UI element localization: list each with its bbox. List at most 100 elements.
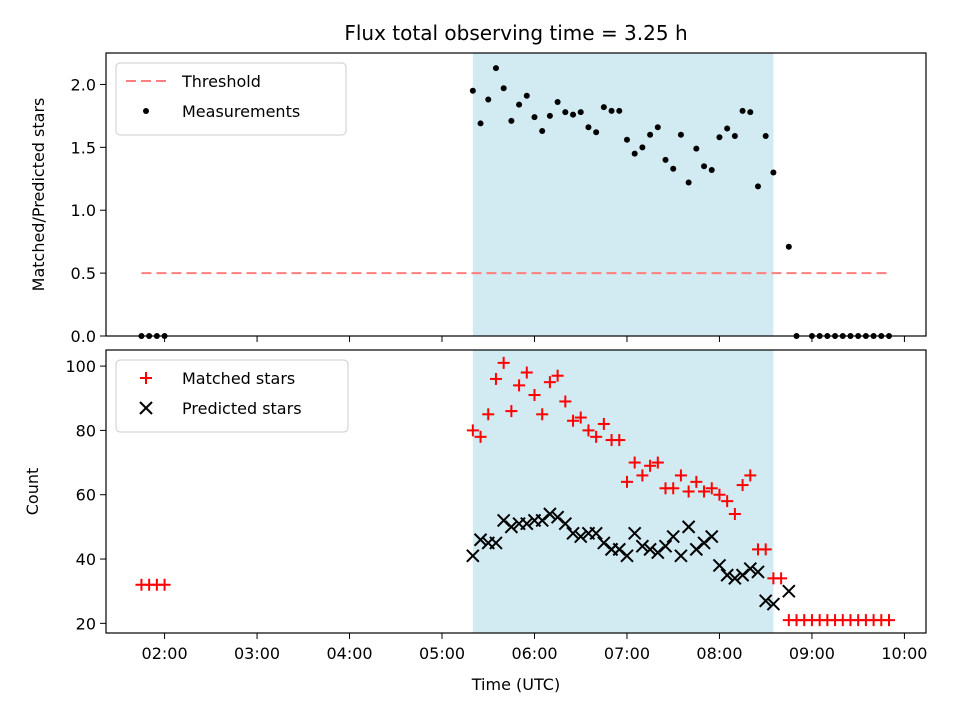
predicted-star-point (620, 549, 634, 563)
measurement-point (647, 131, 654, 138)
matched-star-point (505, 405, 518, 418)
predicted-star-point (635, 539, 650, 553)
matched-star-point (883, 614, 896, 627)
measurement-point (701, 163, 708, 170)
measurement-point (585, 124, 592, 131)
matched-star-point (489, 372, 502, 385)
matched-star-point (582, 424, 595, 437)
measurement-point (662, 156, 669, 163)
predicted-star-point (658, 539, 673, 553)
legend-label: Predicted stars (182, 399, 302, 418)
measurement-point (539, 127, 546, 134)
legend: Threshold Measurements (115, 62, 347, 136)
predicted-star-point (705, 529, 719, 544)
bottom-panel: 20 40 60 80 100 02:00 03:00 04:00 05:00 06:00 07:0… (23, 349, 927, 694)
measurement-point (708, 166, 715, 173)
measurement-point (770, 169, 777, 176)
y-tick-label: 2.0 (71, 75, 96, 94)
series-predicted-stars (466, 507, 796, 611)
matched-star-point (651, 456, 664, 469)
matched-star-point (482, 408, 495, 421)
observing-interval-shade (472, 53, 774, 336)
measurement-point (677, 131, 684, 138)
measurement-point (639, 144, 646, 151)
y-tick-label: 80 (76, 421, 96, 440)
matched-star-point (775, 572, 788, 585)
matched-star-point (466, 424, 479, 437)
predicted-star-point (589, 526, 603, 541)
measurement-point (608, 107, 615, 114)
x-tick-label: 10:00 (881, 644, 927, 663)
y-axis-label: Matched/Predicted stars (29, 98, 48, 292)
y-tick-label: 0.5 (71, 264, 96, 283)
matched-star-point (713, 488, 726, 501)
matched-star-point (667, 482, 680, 495)
legend: Matched stars Predicted stars (115, 359, 349, 433)
legend-label: Measurements (182, 102, 300, 121)
measurement-point (500, 85, 507, 92)
x-tick-label: 02:00 (142, 644, 188, 663)
predicted-star-point (504, 520, 519, 534)
measurement-point (724, 125, 731, 132)
x-tick-label: 03:00 (234, 644, 280, 663)
measurement-point (623, 136, 630, 143)
legend-matched-swatch (140, 372, 152, 384)
plot-frame (105, 52, 927, 337)
measurement-point (739, 107, 746, 114)
matched-star-point (520, 366, 533, 379)
predicted-star-point (466, 549, 480, 563)
predicted-star-point (674, 549, 688, 563)
matched-star-point (567, 414, 580, 427)
legend-label: Threshold (181, 72, 261, 91)
legend-predicted-swatch (139, 401, 153, 415)
matched-star-point (698, 485, 711, 498)
matched-star-point (528, 389, 541, 402)
x-tick-label: 06:00 (511, 644, 557, 663)
measurement-point (654, 124, 661, 131)
matched-star-point (613, 434, 626, 447)
y-tick-label: 60 (76, 486, 96, 505)
predicted-star-point (520, 516, 534, 531)
matched-star-point (674, 469, 687, 482)
y-tick-label: 100 (65, 357, 96, 376)
measurement-point (485, 96, 492, 103)
measurement-point (670, 165, 677, 172)
chart-title: Flux total observing time = 3.25 h (344, 21, 687, 45)
legend-measurement-swatch (143, 108, 149, 114)
matched-star-point (682, 485, 695, 498)
predicted-star-point (758, 594, 773, 608)
matched-star-point (158, 578, 171, 591)
measurement-point (616, 107, 623, 114)
matched-star-point (597, 417, 610, 430)
measurement-point (523, 92, 530, 99)
predicted-star-point (720, 568, 734, 582)
x-tick-label: 09:00 (789, 644, 835, 663)
y-tick-label: 0.0 (71, 327, 96, 346)
matched-star-point (721, 495, 734, 508)
predicted-star-point (574, 529, 588, 544)
legend-label: Matched stars (182, 369, 295, 388)
predicted-star-point (782, 584, 796, 598)
predicted-star-point (666, 529, 680, 544)
matched-star-point (759, 543, 772, 556)
measurement-point (531, 114, 538, 121)
matched-star-point (497, 356, 510, 369)
measurement-point (731, 133, 738, 140)
predicted-star-point (627, 526, 642, 541)
measurement-point (762, 133, 769, 140)
y-tick-label: 1.5 (71, 138, 96, 157)
matched-star-point (728, 508, 741, 521)
predicted-star-point (743, 561, 757, 576)
measurement-point (554, 99, 561, 106)
predicted-star-point (489, 536, 503, 550)
matched-star-point (636, 469, 649, 482)
x-tick-label: 08:00 (696, 644, 742, 663)
matched-star-point (736, 479, 749, 492)
matched-star-point (559, 395, 572, 408)
measurement-point (562, 109, 569, 116)
measurement-point (785, 243, 792, 250)
legend-frame (115, 359, 349, 433)
y-tick-label: 40 (76, 550, 96, 569)
measurement-point (600, 104, 607, 111)
